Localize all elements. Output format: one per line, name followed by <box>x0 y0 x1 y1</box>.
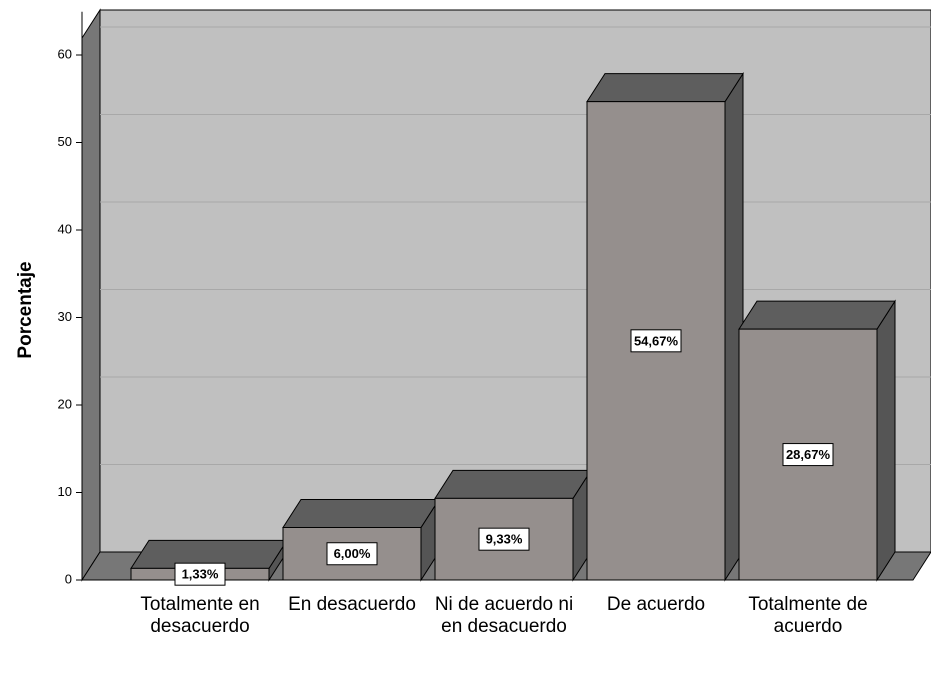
side-wall <box>81 8 101 582</box>
value-label-box <box>326 542 378 566</box>
x-tick-label: Totalmente en desacuerdo <box>140 594 260 637</box>
value-label: 28,67% <box>786 447 831 462</box>
bar-side <box>876 299 896 582</box>
bar-top <box>738 300 896 330</box>
value-label-box <box>174 562 226 586</box>
value-label-box <box>782 443 834 467</box>
value-label: 54,67% <box>634 333 679 348</box>
x-tick-label: Totalmente de acuerdo <box>748 594 868 637</box>
y-tick-label: 20 <box>58 396 72 411</box>
bar-top <box>586 73 744 103</box>
y-tick-label: 60 <box>58 46 72 61</box>
value-label: 1,33% <box>182 567 219 582</box>
x-tick-label: En desacuerdo <box>288 594 416 615</box>
bar-top <box>434 469 592 499</box>
y-tick-label: 30 <box>58 309 72 324</box>
value-label: 6,00% <box>334 546 371 561</box>
y-tick-label: 0 <box>65 571 72 586</box>
value-label-box <box>630 329 682 353</box>
y-tick-label: 10 <box>58 484 72 499</box>
x-tick-label: De acuerdo <box>606 594 706 615</box>
bar-top <box>282 499 440 528</box>
y-axis-label: Porcentaje <box>15 261 36 358</box>
x-tick-label: Ni de acuerdo ni en desacuerdo <box>434 594 574 637</box>
value-label: 9,33% <box>486 532 523 547</box>
y-tick-label: 40 <box>58 221 72 236</box>
value-label-box <box>478 527 530 551</box>
y-tick-label: 50 <box>58 134 72 149</box>
